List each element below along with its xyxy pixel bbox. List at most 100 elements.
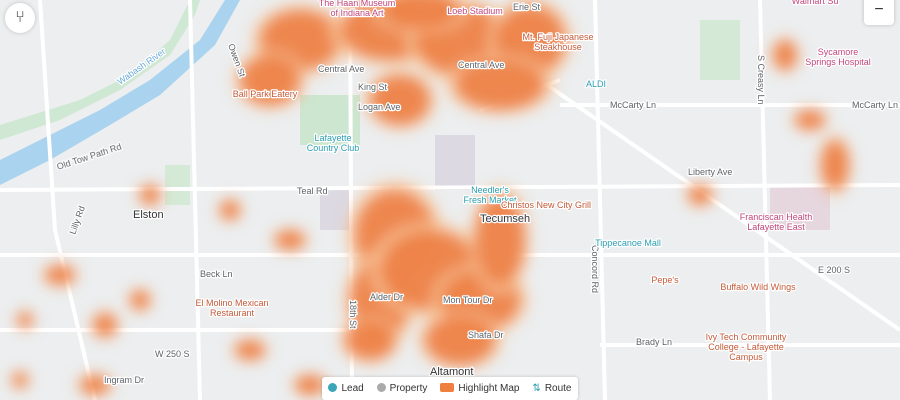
poi-label-line: Walmart Su [792,0,839,6]
heat-core [370,75,430,125]
heat-core [17,312,33,328]
road-label: Brady Ln [636,337,672,347]
poi-label-line: of Indiana Art [330,8,384,18]
poi-label: ALDI [586,79,606,89]
poi-label-line: Loeb Stadium [447,6,503,16]
poi-label: Pepe's [651,275,679,285]
place-label: Tecumseh [480,213,530,225]
heat-core [140,185,160,205]
poi-label: Sycamore Springs Hospital [805,47,871,67]
road-label: Lilly Rd [67,205,86,236]
poi-label: Franciscan Health Lafayette East [740,212,813,232]
poi-label-line: Steakhouse [534,42,582,52]
poi-label-line: Christos New City Grill [501,200,591,210]
poi-label: Lafayette Country Club [307,133,360,153]
poi-label-line: Mt. Fuji Japanese [522,32,593,42]
poi-label-line: Lafayette [314,133,351,143]
legend-label: Highlight Map [458,383,520,394]
legend-label: Property [389,383,428,394]
heatmap [10,0,852,397]
road-label: Mon Tour Dr [443,295,492,305]
legend-item[interactable]: Property [376,383,428,394]
road-label: Concord Rd [590,245,600,293]
heat-core [93,313,117,337]
heat-core [12,372,28,388]
poi-label-line: Springs Hospital [805,57,871,67]
road-label: King St [358,82,388,92]
legend-item[interactable]: Lead [328,383,364,394]
poi-label-line: Country Club [307,143,360,153]
filter-button[interactable]: ⑂ [5,3,35,33]
legend-label: Route [544,383,572,394]
heat-core [240,55,300,105]
poi-label: Christos New City Grill [501,200,591,210]
poi-label-line: Pepe's [651,275,679,285]
poi-label-line: ALDI [586,79,606,89]
heat-core [220,200,240,220]
poi-label-line: Needler's [471,185,509,195]
road-label: Ingram Dr [104,375,144,385]
poi-label-line: El Molino Mexican [195,298,268,308]
road-label: Erie St [513,2,541,12]
poi-label: Walmart Su [792,0,839,6]
road-label: McCarty Ln [852,100,898,110]
poi-label-line: Ball Park Eatery [233,89,298,99]
poi-label: Buffalo Wild Wings [720,282,796,292]
road-label: W 250 S [155,349,190,359]
heat-core [455,60,545,110]
poi-label-line: Ivy Tech Community [706,332,787,342]
heat-core [130,290,150,310]
road-label: S Creasy Ln [756,55,766,105]
poi-label: El Molino Mexican Restaurant [195,298,268,318]
heat-core [80,375,110,395]
poi-label-line: Tippecanoe Mall [595,238,661,248]
poi-label: Needler's Fresh Market [463,185,517,205]
heat-core [475,195,525,285]
road-label: Alder Dr [370,292,403,302]
place-label: Elston [133,209,164,221]
poi-label-line: Restaurant [210,308,255,318]
poi-label-line: Lafayette East [747,222,805,232]
heat-core [795,110,825,130]
road-label: Shafa Dr [468,330,504,340]
road-label: 18th St [348,300,358,329]
poi-label: Ball Park Eatery [233,89,298,99]
heat-core [773,40,797,70]
poi-label: Tippecanoe Mall [595,238,661,248]
road-label: Logan Ave [358,102,400,112]
road-label: Beck Ln [200,269,233,279]
heat-core [45,265,75,285]
legend-label: Lead [341,383,364,394]
heat-core [345,320,395,360]
zoom-out-button[interactable]: − [864,0,894,25]
heat-core [235,340,265,360]
road-label: Central Ave [458,60,504,70]
poi-label-line: Sycamore [818,47,859,57]
heat-core [425,315,495,365]
heat-core [380,0,460,30]
road-label: Central Ave [318,64,364,74]
poi-label: Ivy Tech Community College - Lafayette Cam… [706,332,787,362]
poi-label-line: The Haan Museum [319,0,396,8]
road-label: Teal Rd [297,186,328,196]
heat-core [295,375,325,395]
poi-label: Loeb Stadium [447,6,503,16]
poi-label-line: Campus [729,352,763,362]
legend-item[interactable]: Highlight Map [440,383,520,394]
poi-label-line: Franciscan Health [740,212,813,222]
poi-label-line: College - Lafayette [708,342,784,352]
heat-core [688,185,712,205]
heat-core [275,230,305,250]
heat-core [821,140,849,190]
legend: Lead Property Highlight Map ⇅ Route [322,377,578,400]
poi-label-line: Buffalo Wild Wings [720,282,796,292]
poi-label: The Haan Museum of Indiana Art [319,0,396,18]
legend-item[interactable]: ⇅ Route [532,383,572,394]
poi-label: Mt. Fuji Japanese Steakhouse [522,32,593,52]
road-label: Liberty Ave [688,167,732,177]
road-label: E 200 S [818,265,850,275]
place-label: Altamont [430,366,473,378]
road-label: McCarty Ln [610,100,656,110]
